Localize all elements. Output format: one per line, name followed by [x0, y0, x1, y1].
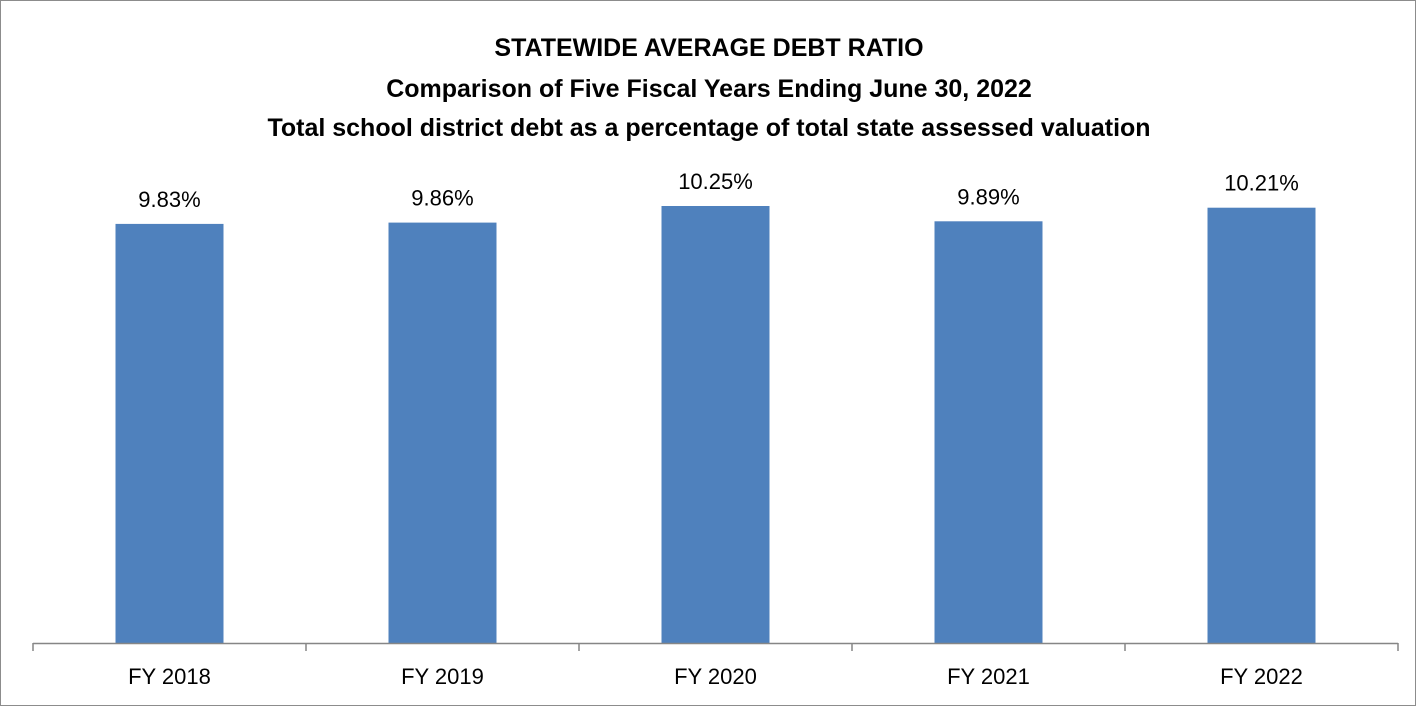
chart-title: STATEWIDE AVERAGE DEBT RATIO — [494, 34, 924, 62]
data-label: 9.89% — [957, 184, 1019, 209]
bar — [1207, 207, 1316, 643]
x-tick-label: FY 2018 — [128, 664, 211, 689]
chart-description: Total school district debt as a percenta… — [267, 114, 1151, 142]
data-label: 10.25% — [678, 169, 753, 194]
x-tick-label: FY 2022 — [1220, 664, 1303, 689]
bar — [934, 221, 1043, 644]
data-label: 10.21% — [1224, 171, 1299, 196]
chart-subtitle: Comparison of Five Fiscal Years Ending J… — [386, 75, 1032, 103]
x-tick-label: FY 2019 — [401, 664, 484, 689]
bar — [388, 222, 497, 643]
x-tick-label: FY 2021 — [947, 664, 1030, 689]
data-label: 9.83% — [138, 187, 200, 212]
x-tick-label: FY 2020 — [674, 664, 757, 689]
data-label: 9.86% — [411, 186, 473, 211]
bar — [661, 206, 770, 643]
bar — [115, 223, 224, 643]
